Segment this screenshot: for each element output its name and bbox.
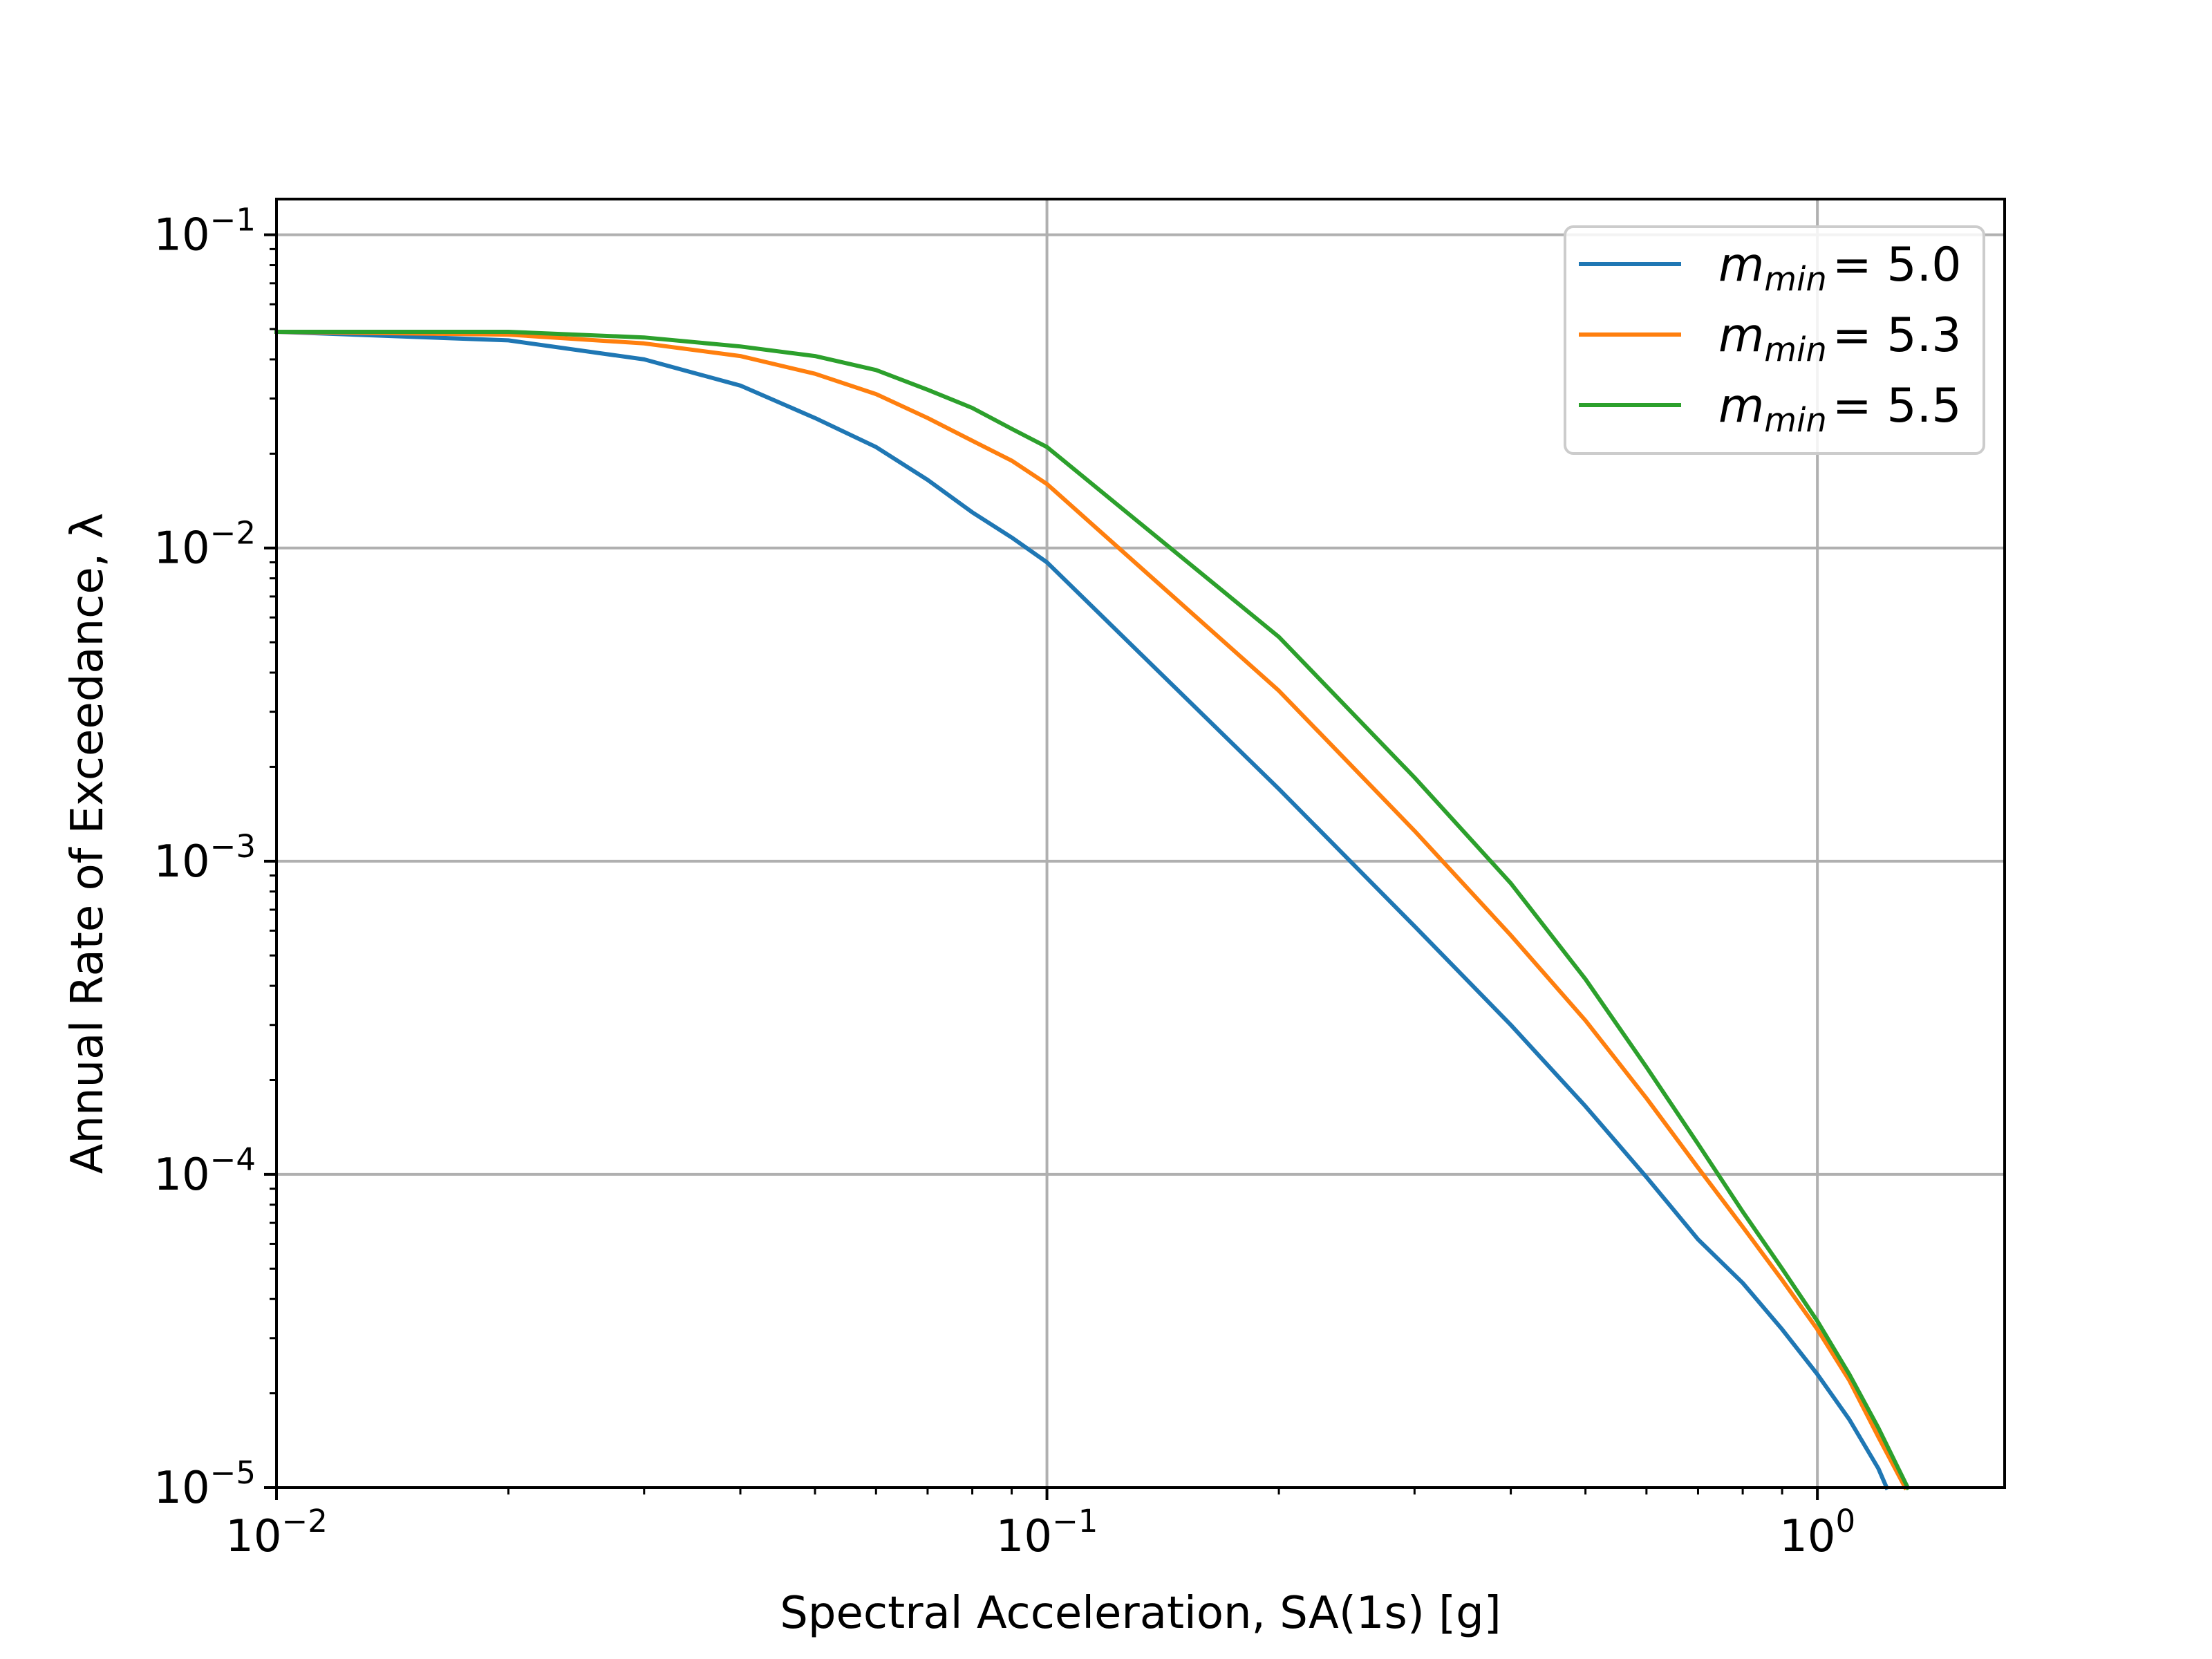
legend-label-2: mmin = 5.3 bbox=[1718, 308, 1962, 369]
y-tick-label: 10−3 bbox=[153, 828, 256, 888]
legend: mmin = 5.0 mmin = 5.3 mmin = 5.5 bbox=[1564, 225, 1985, 455]
x-tick-label: 100 bbox=[1779, 1503, 1855, 1562]
axis-ticks bbox=[264, 233, 1819, 1500]
series-line-1 bbox=[274, 329, 1890, 1490]
tick-labels: 10−2 10−1 100 10−1 10−2 10−3 10−4 10−5 bbox=[153, 202, 1855, 1562]
y-tick-label: 10−4 bbox=[153, 1141, 256, 1201]
x-tick-label: 10−1 bbox=[996, 1503, 1098, 1562]
legend-label-1: mmin = 5.0 bbox=[1718, 238, 1962, 299]
x-tick-label: 10−2 bbox=[225, 1503, 328, 1562]
y-tick-label: 10−2 bbox=[153, 515, 256, 574]
y-tick-label: 10−1 bbox=[153, 202, 256, 261]
legend-box bbox=[1564, 225, 1985, 455]
x-axis-label: Spectral Acceleration, SA(1s) [g] bbox=[780, 1588, 1501, 1639]
series-line-3 bbox=[274, 330, 1911, 1491]
legend-label-3: mmin = 5.5 bbox=[1718, 379, 1962, 440]
series-line-2 bbox=[274, 329, 1909, 1491]
y-axis-label: Annual Rate of Exceedance, λ bbox=[62, 513, 113, 1174]
plot-lines bbox=[274, 329, 1911, 1491]
y-tick-label: 10−5 bbox=[153, 1454, 256, 1514]
plot-frame bbox=[275, 198, 2006, 1489]
